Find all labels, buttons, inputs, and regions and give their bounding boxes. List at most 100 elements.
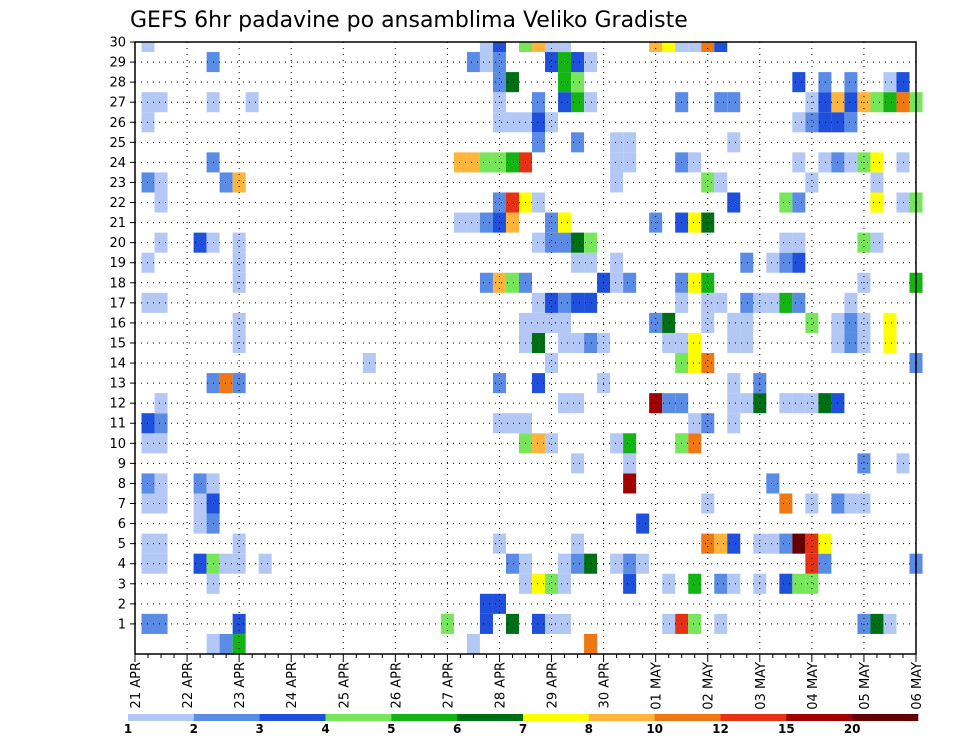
heatmap-cell bbox=[688, 413, 702, 434]
heatmap-cell bbox=[610, 132, 624, 153]
heatmap-cell bbox=[623, 152, 637, 173]
x-tick-label: 21 APR bbox=[129, 662, 144, 708]
y-tick-label: 15 bbox=[109, 336, 126, 351]
heatmap-cell bbox=[844, 92, 858, 113]
heatmap-cell bbox=[558, 212, 572, 233]
heatmap-cell bbox=[466, 52, 480, 73]
heatmap-cell bbox=[232, 252, 246, 273]
heatmap-cell bbox=[479, 152, 493, 173]
x-tick-label: 06 MAY bbox=[910, 662, 925, 710]
heatmap-cell bbox=[805, 172, 819, 193]
heatmap-cell bbox=[610, 152, 624, 173]
heatmap-cell bbox=[714, 292, 728, 313]
heatmap-cell bbox=[193, 513, 207, 534]
colorbar-swatch bbox=[457, 714, 524, 721]
heatmap-cell bbox=[844, 332, 858, 354]
heatmap-cell bbox=[141, 42, 155, 53]
heatmap-cell bbox=[896, 72, 910, 93]
heatmap-cell bbox=[505, 553, 519, 574]
heatmap-cells bbox=[141, 42, 923, 654]
heatmap-cell bbox=[662, 42, 676, 53]
heatmap-cell bbox=[532, 312, 546, 333]
heatmap-cell bbox=[740, 292, 754, 313]
heatmap-cell bbox=[623, 473, 637, 494]
heatmap-cell bbox=[779, 533, 793, 554]
heatmap-cell bbox=[154, 613, 168, 634]
heatmap-cell bbox=[505, 112, 519, 133]
heatmap-cell bbox=[857, 312, 871, 333]
heatmap-cell bbox=[141, 413, 155, 434]
y-tick-label: 12 bbox=[109, 397, 126, 412]
heatmap-cell bbox=[805, 493, 819, 514]
colorbar-label: 3 bbox=[255, 722, 263, 736]
heatmap-cell bbox=[857, 232, 871, 253]
heatmap-cell bbox=[532, 292, 546, 313]
heatmap-cell bbox=[518, 42, 533, 53]
heatmap-cell bbox=[545, 433, 559, 454]
colorbar-swatch bbox=[588, 714, 655, 721]
heatmap-cell bbox=[232, 553, 246, 574]
heatmap-cell bbox=[492, 42, 506, 53]
x-tick-label: 03 MAY bbox=[754, 662, 769, 710]
y-tick-label: 28 bbox=[109, 76, 126, 91]
heatmap-cell bbox=[636, 553, 650, 574]
heatmap-cell bbox=[532, 112, 546, 133]
heatmap-cell bbox=[492, 192, 506, 213]
heatmap-cell bbox=[571, 553, 585, 574]
heatmap-cell bbox=[571, 52, 585, 73]
colorbar-label: 10 bbox=[646, 722, 663, 736]
x-tick-label: 01 MAY bbox=[650, 662, 665, 710]
heatmap-cell bbox=[141, 112, 155, 133]
heatmap-cell bbox=[662, 312, 676, 333]
heatmap-cell bbox=[701, 413, 715, 434]
heatmap-cell bbox=[766, 252, 780, 273]
heatmap-cell bbox=[141, 292, 155, 313]
heatmap-cell bbox=[193, 232, 207, 253]
heatmap-cell bbox=[492, 593, 506, 614]
heatmap-cell bbox=[584, 52, 598, 73]
heatmap-cell bbox=[558, 613, 572, 634]
colorbar: 1 2 3 4 5 6 7 8 10 12 15 20 bbox=[124, 714, 919, 736]
heatmap-cell bbox=[154, 232, 168, 253]
heatmap-cell bbox=[610, 553, 624, 574]
y-axis: 1234567891011121314151617181920212223242… bbox=[109, 36, 135, 632]
heatmap-cell bbox=[727, 413, 741, 434]
heatmap-cell bbox=[727, 393, 741, 414]
heatmap-cell bbox=[779, 573, 793, 594]
heatmap-cell bbox=[532, 232, 546, 253]
heatmap-cell bbox=[649, 42, 663, 53]
y-tick-label: 23 bbox=[109, 176, 126, 191]
heatmap-cell bbox=[688, 433, 702, 454]
y-tick-label: 9 bbox=[118, 457, 126, 472]
y-tick-label: 4 bbox=[118, 557, 126, 572]
heatmap-cell bbox=[532, 192, 546, 213]
heatmap-cell bbox=[545, 292, 559, 313]
heatmap-cell bbox=[688, 42, 702, 53]
heatmap-cell bbox=[479, 613, 493, 634]
heatmap-cell bbox=[558, 42, 572, 53]
heatmap-cell bbox=[857, 613, 871, 634]
y-tick-label: 10 bbox=[109, 437, 126, 452]
heatmap-cell bbox=[154, 393, 168, 414]
heatmap-cell bbox=[844, 152, 858, 173]
heatmap-cell bbox=[714, 613, 728, 634]
heatmap-cell bbox=[154, 413, 168, 434]
heatmap-cell bbox=[492, 72, 506, 93]
heatmap-cell bbox=[232, 533, 246, 554]
heatmap-cell bbox=[545, 353, 559, 374]
heatmap-cell bbox=[870, 232, 884, 253]
heatmap-cell bbox=[779, 393, 793, 414]
heatmap-cell bbox=[844, 312, 858, 333]
heatmap-cell bbox=[870, 192, 884, 213]
heatmap-cell bbox=[571, 252, 585, 273]
heatmap-cell bbox=[792, 152, 806, 173]
heatmap-cell bbox=[792, 393, 806, 414]
heatmap-cell bbox=[532, 613, 546, 634]
heatmap-cell bbox=[453, 212, 467, 233]
colorbar-label: 6 bbox=[453, 722, 461, 736]
heatmap-cell bbox=[792, 573, 806, 594]
heatmap-cell bbox=[727, 332, 741, 354]
heatmap-cell bbox=[623, 553, 637, 574]
heatmap-cell bbox=[141, 433, 155, 454]
